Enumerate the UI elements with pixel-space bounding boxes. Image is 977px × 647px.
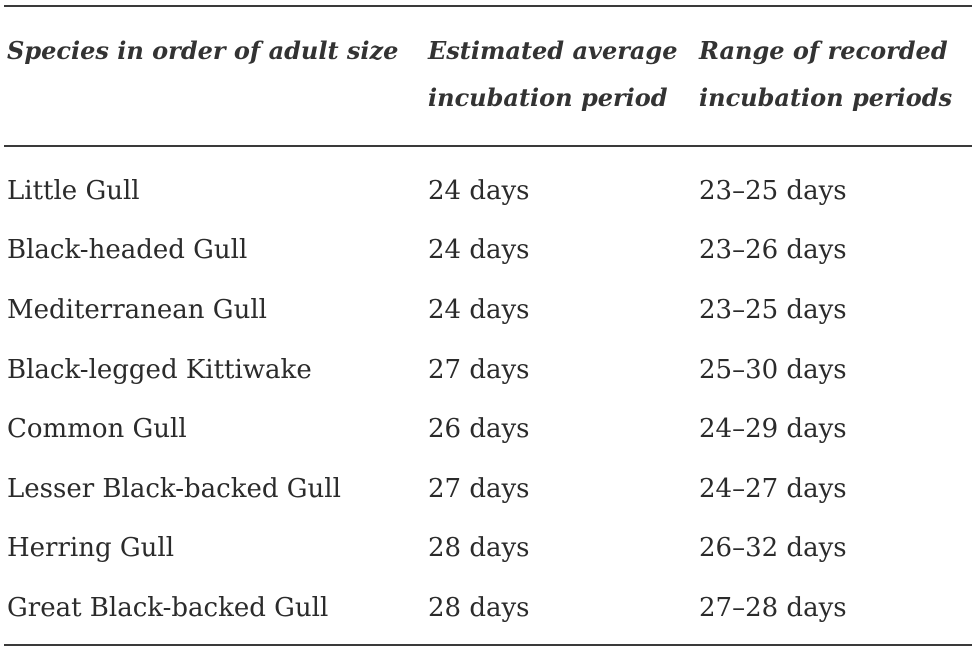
average-cell: 24 days (428, 235, 530, 266)
header-average-incubation: Estimated average incubation period (428, 36, 678, 112)
species-cell: Lesser Black-backed Gull (7, 473, 341, 504)
average-cell: 24 days (428, 294, 530, 325)
average-cell: 27 days (428, 354, 530, 385)
average-cell: 28 days (428, 592, 530, 623)
table-body: Little Gull 24 days 23–25 days Black-hea… (4, 146, 972, 645)
average-cell: 27 days (428, 473, 530, 504)
range-cell: 23–26 days (699, 235, 847, 266)
average-cell: 24 days (428, 175, 530, 206)
table-row: Mediterranean Gull 24 days 23–25 days (4, 280, 972, 340)
incubation-table-container: Species in order of adult size Estimated… (4, 5, 972, 646)
range-cell: 27–28 days (699, 592, 847, 623)
species-cell: Black-headed Gull (7, 235, 248, 266)
species-cell: Black-legged Kittiwake (7, 354, 312, 385)
range-cell: 23–25 days (699, 294, 847, 325)
species-cell: Little Gull (7, 175, 140, 206)
range-cell: 24–29 days (699, 414, 847, 445)
range-cell: 24–27 days (699, 473, 847, 504)
species-cell: Herring Gull (7, 533, 175, 564)
table-row: Little Gull 24 days 23–25 days (4, 146, 972, 221)
header-species: Species in order of adult size (7, 36, 399, 65)
average-cell: 28 days (428, 533, 530, 564)
species-cell: Common Gull (7, 414, 187, 445)
table-row: Black-legged Kittiwake 27 days 25–30 day… (4, 340, 972, 400)
species-cell: Great Black-backed Gull (7, 592, 329, 623)
table-row: Lesser Black-backed Gull 27 days 24–27 d… (4, 459, 972, 519)
header-range-incubation: Range of recorded incubation periods (699, 36, 953, 112)
header-row: Species in order of adult size Estimated… (4, 6, 972, 146)
table-header: Species in order of adult size Estimated… (4, 6, 972, 146)
table-row: Herring Gull 28 days 26–32 days (4, 519, 972, 579)
species-cell: Mediterranean Gull (7, 294, 267, 325)
average-cell: 26 days (428, 414, 530, 445)
incubation-table: Species in order of adult size Estimated… (4, 5, 972, 646)
table-row: Great Black-backed Gull 28 days 27–28 da… (4, 578, 972, 645)
range-cell: 25–30 days (699, 354, 847, 385)
table-row: Black-headed Gull 24 days 23–26 days (4, 221, 972, 281)
range-cell: 26–32 days (699, 533, 847, 564)
range-cell: 23–25 days (699, 175, 847, 206)
table-row: Common Gull 26 days 24–29 days (4, 399, 972, 459)
